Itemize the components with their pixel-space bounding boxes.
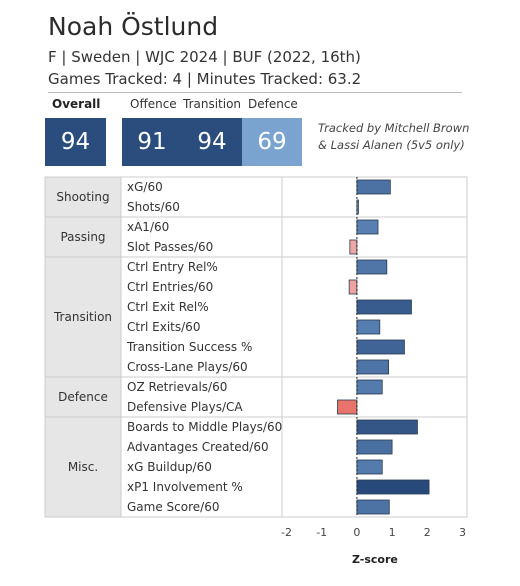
defence-label: Defence	[248, 97, 298, 111]
offence-score-box: 91	[122, 118, 182, 166]
metric-label-ctrl-exits-60: Ctrl Exits/60	[127, 320, 200, 334]
tracker-note: Tracked by Mitchell Brown & Lassi Alanen…	[318, 120, 469, 154]
bar-cross-lane-plays-60	[356, 359, 389, 375]
x-tick-label: 2	[424, 526, 431, 539]
metric-label-xp1-involvement: xP1 Involvement %	[127, 480, 243, 494]
group-cell-passing	[45, 217, 121, 257]
group-label-passing: Passing	[60, 230, 105, 244]
group-cell-transition	[45, 257, 121, 377]
metric-label-shots-60: Shots/60	[127, 200, 180, 214]
bar-transition-success	[356, 339, 405, 355]
group-label-transition: Transition	[53, 310, 112, 324]
bar-oz-retrievals-60	[356, 379, 383, 395]
metric-label-xg-buildup-60: xG Buildup/60	[127, 460, 212, 474]
tracker-note-line-2: & Lassi Alanen (5v5 only)	[318, 138, 465, 152]
x-tick-label: 3	[459, 526, 466, 539]
bar-xg-60	[356, 179, 391, 195]
x-tick-label: -1	[316, 526, 327, 539]
metric-label-game-score-60: Game Score/60	[127, 500, 219, 514]
defence-score-box: 69	[242, 118, 302, 166]
group-label-shooting: Shooting	[56, 190, 109, 204]
metric-label-ctrl-entry-rel: Ctrl Entry Rel%	[127, 260, 218, 274]
x-axis-label: Z-score	[352, 553, 398, 566]
offence-label: Offence	[130, 97, 177, 111]
x-tick-label: 0	[353, 526, 360, 539]
metric-label-slot-passes-60: Slot Passes/60	[127, 240, 213, 254]
metric-label-oz-retrievals-60: OZ Retrievals/60	[127, 380, 227, 394]
player-info: F | Sweden | WJC 2024 | BUF (2022, 16th)	[48, 48, 361, 66]
bar-defensive-plays-ca	[337, 399, 358, 415]
group-cell-shooting	[45, 177, 121, 217]
overall-score-box: 94	[45, 118, 106, 166]
bar-ctrl-exit-rel	[356, 299, 412, 315]
bar-game-score-60	[356, 499, 390, 515]
bar-slot-passes-60	[349, 239, 358, 255]
player-name: Noah Östlund	[48, 12, 219, 41]
metric-label-ctrl-exit-rel: Ctrl Exit Rel%	[127, 300, 209, 314]
bar-ctrl-entry-rel	[356, 259, 388, 275]
x-tick-label: 1	[389, 526, 396, 539]
group-cell-defence	[45, 377, 121, 417]
metric-label-cross-lane-plays-60: Cross-Lane Plays/60	[127, 360, 248, 374]
tracker-note-line-1: Tracked by Mitchell Brown	[318, 121, 470, 135]
metric-label-transition-success: Transition Success %	[126, 340, 252, 354]
overall-label: Overall	[52, 97, 101, 111]
bar-advantages-created-60	[356, 439, 393, 455]
bar-xp1-involvement	[356, 479, 430, 495]
metric-label-xa1-60: xA1/60	[127, 220, 169, 234]
bar-boards-to-middle-plays-60	[356, 419, 418, 435]
bar-ctrl-exits-60	[356, 319, 381, 335]
transition-score-box: 94	[182, 118, 242, 166]
header-divider	[48, 92, 462, 93]
group-label-misc: Misc.	[68, 460, 98, 474]
metric-label-defensive-plays-ca: Defensive Plays/CA	[127, 400, 243, 414]
x-tick-label: -2	[281, 526, 292, 539]
bar-xg-buildup-60	[356, 459, 383, 475]
bar-ctrl-entries-60	[348, 279, 358, 295]
metric-label-advantages-created-60: Advantages Created/60	[127, 440, 269, 454]
group-cell-misc	[45, 417, 121, 517]
tracking-summary: Games Tracked: 4 | Minutes Tracked: 63.2	[48, 70, 362, 88]
metric-label-boards-to-middle-plays-60: Boards to Middle Plays/60	[127, 420, 282, 434]
transition-label: Transition	[183, 97, 242, 111]
bar-xa1-60	[356, 219, 379, 235]
chart-frame	[44, 176, 468, 518]
metric-label-ctrl-entries-60: Ctrl Entries/60	[127, 280, 213, 294]
metric-label-xg-60: xG/60	[127, 180, 163, 194]
group-label-defence: Defence	[58, 390, 108, 404]
